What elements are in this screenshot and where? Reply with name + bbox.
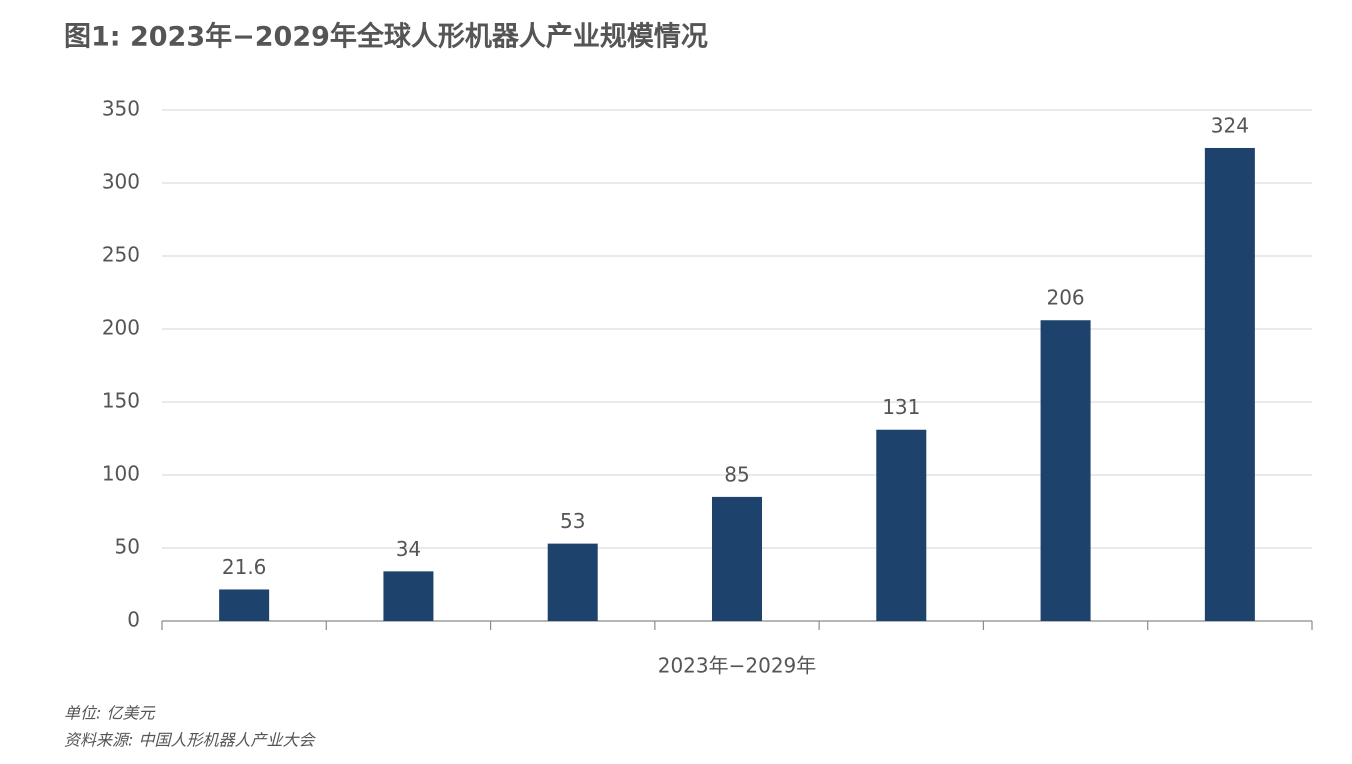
x-axis-label: 2023年−2029年 bbox=[658, 654, 817, 678]
chart-title: 图1: 2023年−2029年全球人形机器人产业规模情况 bbox=[64, 21, 708, 53]
bar bbox=[876, 429, 927, 621]
y-tick-label: 50 bbox=[115, 535, 140, 559]
source-note: 资料来源: 中国人形机器人产业大会 bbox=[64, 731, 316, 750]
y-tick-label: 350 bbox=[102, 97, 140, 121]
data-label: 53 bbox=[560, 509, 585, 533]
bar bbox=[383, 571, 434, 621]
data-label: 21.6 bbox=[222, 555, 267, 579]
data-label: 34 bbox=[396, 537, 421, 561]
data-label: 206 bbox=[1046, 286, 1084, 310]
bar bbox=[1040, 320, 1091, 621]
data-label: 324 bbox=[1211, 113, 1249, 137]
data-label: 85 bbox=[724, 462, 749, 486]
y-tick-label: 0 bbox=[127, 608, 140, 632]
y-tick-label: 150 bbox=[102, 389, 140, 413]
y-tick-label: 300 bbox=[102, 170, 140, 194]
bar bbox=[1204, 147, 1255, 621]
bar bbox=[219, 589, 270, 621]
unit-note: 单位: 亿美元 bbox=[64, 704, 156, 723]
y-tick-label: 100 bbox=[102, 462, 140, 486]
bar bbox=[547, 543, 598, 621]
bar bbox=[712, 496, 762, 621]
y-tick-label: 200 bbox=[102, 316, 140, 340]
data-label: 131 bbox=[882, 395, 920, 419]
y-tick-label: 250 bbox=[102, 243, 140, 267]
